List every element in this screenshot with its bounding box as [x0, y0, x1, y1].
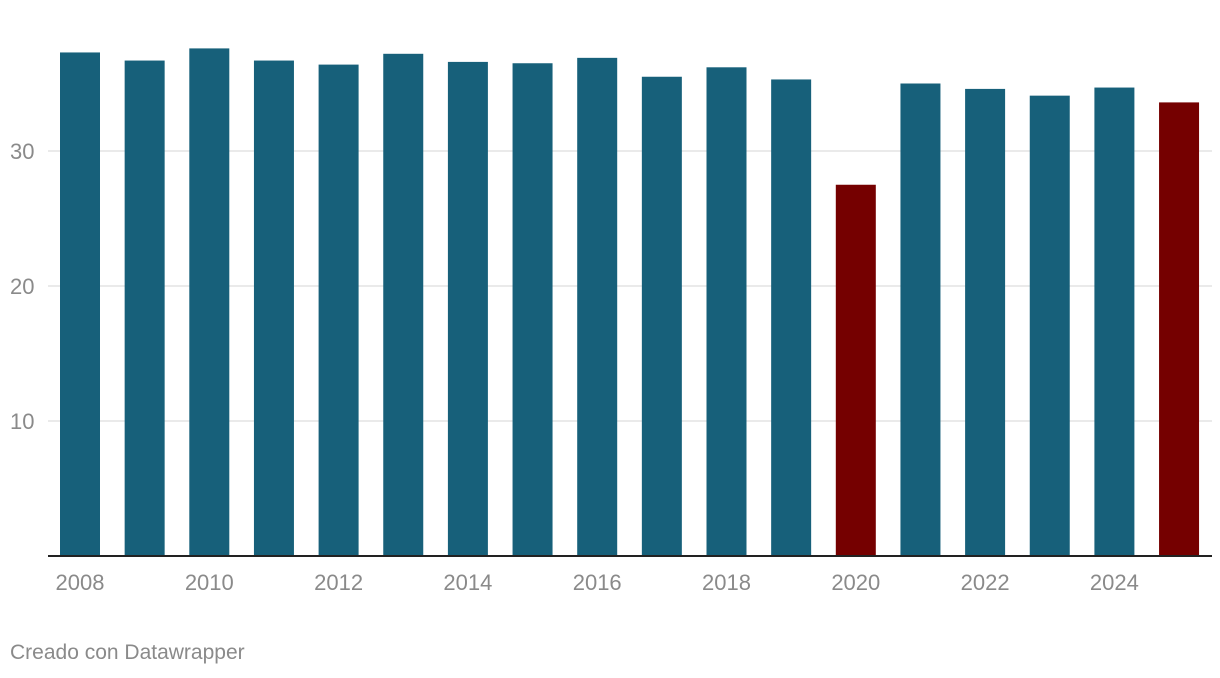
bar-2021 [900, 83, 941, 556]
x-tick-label: 2010 [185, 570, 234, 595]
y-tick-label: 30 [10, 139, 34, 164]
x-tick-label: 2012 [314, 570, 363, 595]
x-axis-ticks: 2008 2010 2012 2014 2016 2018 2020 2022 2024 [56, 570, 1139, 595]
x-tick-label: 2024 [1090, 570, 1139, 595]
gridlines [48, 150, 1212, 422]
bar-2015 [512, 63, 553, 556]
bars [60, 48, 1200, 557]
x-tick-label: 2016 [573, 570, 622, 595]
bar-2014 [447, 61, 488, 557]
x-tick-label: 2018 [702, 570, 751, 595]
y-tick-label: 10 [10, 409, 34, 434]
bar-2020 [835, 184, 876, 556]
bar-2009 [124, 60, 165, 557]
bar-2010 [189, 48, 230, 557]
x-tick-label: 2014 [443, 570, 492, 595]
x-tick-label: 2022 [961, 570, 1010, 595]
bar-2025 [1159, 102, 1200, 557]
x-tick-label: 2020 [831, 570, 880, 595]
x-tick-label: 2008 [56, 570, 105, 595]
bar-2016 [577, 57, 618, 556]
bar-2022 [965, 88, 1006, 557]
bar-2018 [706, 67, 747, 557]
bar-2012 [318, 64, 359, 556]
bar-2013 [383, 53, 424, 557]
y-axis-ticks: 10 20 30 [10, 139, 34, 434]
bar-2017 [641, 76, 682, 556]
y-tick-label: 20 [10, 274, 34, 299]
credit-text: Creado con Datawrapper [10, 641, 245, 664]
bar-2023 [1029, 95, 1070, 557]
bar-2008 [60, 52, 100, 556]
bar-2011 [253, 60, 294, 557]
bar-2024 [1094, 87, 1135, 557]
bar-2019 [771, 79, 812, 556]
